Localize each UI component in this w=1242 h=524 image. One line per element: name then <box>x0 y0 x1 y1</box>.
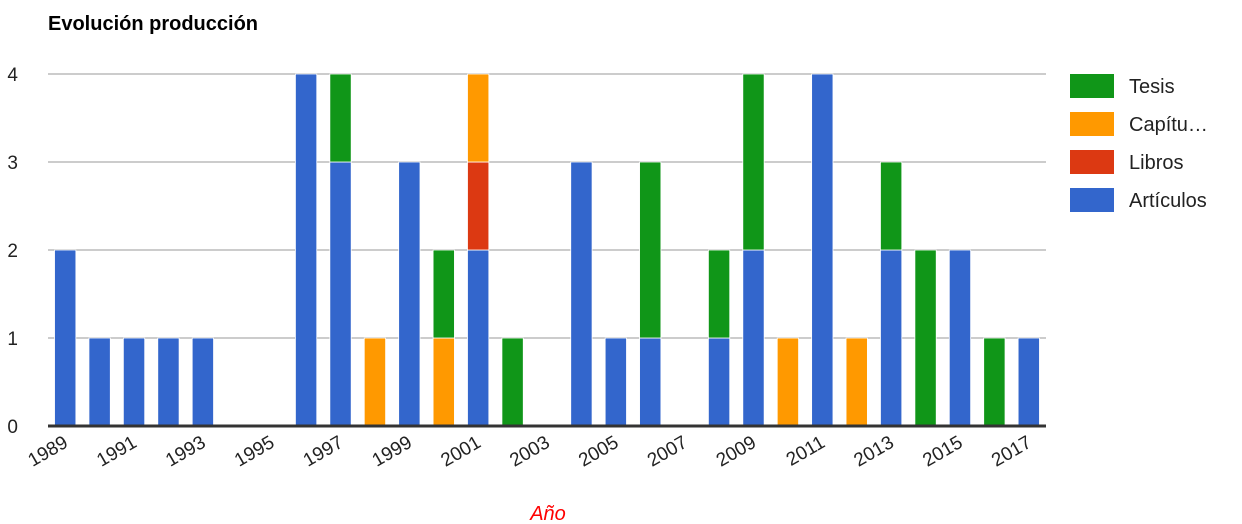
x-tick-label: 1997 <box>300 432 347 471</box>
x-tick-label: 1995 <box>231 432 278 471</box>
x-tick-label: 2005 <box>575 432 622 471</box>
y-axis-ticks: 0 1 2 3 4 <box>7 65 18 438</box>
y-tick-label: 4 <box>7 65 18 86</box>
bar-segment[interactable] <box>914 249 937 427</box>
legend-label[interactable]: Capítu… <box>1129 114 1208 136</box>
bar-segment[interactable] <box>398 161 421 427</box>
bar-segment[interactable] <box>948 249 972 427</box>
x-tick-label: 1991 <box>93 432 140 471</box>
bar-segment[interactable] <box>54 249 77 427</box>
chart-title: Evolución producción <box>48 13 258 35</box>
bar-segment[interactable] <box>983 337 1006 427</box>
x-tick-label: 2017 <box>988 432 1035 471</box>
x-tick-label: 1989 <box>25 432 72 471</box>
x-tick-label: 1999 <box>369 432 416 471</box>
legend-swatch[interactable] <box>1070 112 1114 136</box>
x-tick-label: 2003 <box>506 432 553 471</box>
bar-segment[interactable] <box>570 161 593 427</box>
bar-segment[interactable] <box>639 337 662 427</box>
bar-segment[interactable] <box>432 337 455 427</box>
bar-segment[interactable] <box>467 73 490 163</box>
x-axis-ticks: 1989 1991 1993 1995 1997 1999 2001 2003 2005 2007… <box>25 432 1036 471</box>
bar-segment[interactable] <box>742 249 765 427</box>
bar-segment[interactable] <box>880 249 903 427</box>
legend-swatch[interactable] <box>1070 150 1114 174</box>
bars <box>54 73 1040 427</box>
bar-segment[interactable] <box>742 73 765 251</box>
bar-segment[interactable] <box>157 337 180 427</box>
x-tick-label: 2015 <box>919 432 966 471</box>
legend-label[interactable]: Tesis <box>1129 76 1175 98</box>
bar-segment[interactable] <box>776 337 799 427</box>
bar-segment[interactable] <box>708 249 731 339</box>
bar-segment[interactable] <box>122 337 146 427</box>
bar-segment[interactable] <box>845 337 868 427</box>
bar-segment[interactable] <box>467 249 490 427</box>
y-tick-label: 3 <box>7 153 18 174</box>
x-axis-label: Año <box>529 503 566 524</box>
bar-segment[interactable] <box>467 161 490 251</box>
x-tick-label: 2013 <box>851 432 898 471</box>
bar-segment[interactable] <box>811 73 834 427</box>
legend[interactable]: Tesis Capítu… Libros Artículos <box>1070 74 1208 212</box>
x-tick-label: 1993 <box>162 432 209 471</box>
bar-segment[interactable] <box>708 337 731 427</box>
legend-label[interactable]: Artículos <box>1129 190 1207 212</box>
bar-segment[interactable] <box>329 161 352 427</box>
x-tick-label: 2009 <box>713 432 760 471</box>
x-tick-label: 2007 <box>644 432 691 471</box>
bar-segment[interactable] <box>432 249 455 339</box>
y-tick-label: 1 <box>7 329 18 350</box>
bar-segment[interactable] <box>1017 337 1040 427</box>
bar-segment[interactable] <box>88 337 111 427</box>
bar-segment[interactable] <box>880 161 903 251</box>
bar-segment[interactable] <box>604 337 627 427</box>
x-tick-label: 2001 <box>438 432 485 471</box>
bar-segment[interactable] <box>191 337 214 427</box>
y-tick-label: 0 <box>7 417 18 438</box>
legend-label[interactable]: Libros <box>1129 152 1183 174</box>
legend-swatch[interactable] <box>1070 74 1114 98</box>
bar-segment[interactable] <box>639 161 662 339</box>
y-tick-label: 2 <box>7 241 18 262</box>
gridlines <box>48 73 1046 339</box>
legend-swatch[interactable] <box>1070 188 1114 212</box>
bar-segment[interactable] <box>295 73 318 427</box>
bar-segment[interactable] <box>501 337 524 427</box>
x-tick-label: 2011 <box>783 432 829 471</box>
bar-segment[interactable] <box>363 337 386 427</box>
bar-segment[interactable] <box>329 73 352 163</box>
